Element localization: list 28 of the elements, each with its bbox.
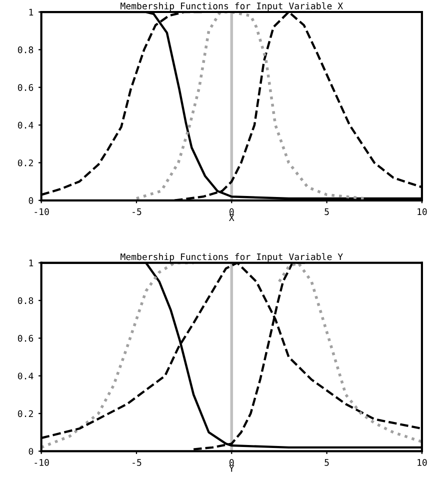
x-axis-title: Y xyxy=(229,465,234,472)
y-tick-label: 0.4 xyxy=(18,372,34,380)
x-tick-label: 5 xyxy=(324,208,329,216)
x-tick-label: -5 xyxy=(132,208,142,216)
y-tick-label: 1 xyxy=(29,8,34,16)
y-tick-label: 0.6 xyxy=(18,84,34,91)
x-tick-label: 0 xyxy=(230,208,234,216)
y-tick-label: 0.8 xyxy=(18,297,34,304)
x-tick-label: 5 xyxy=(324,459,329,466)
y-tick-label: 0.8 xyxy=(18,46,34,54)
y-tick-label: 0.6 xyxy=(18,334,34,342)
y-tick-label: 0.2 xyxy=(18,410,33,418)
line-series xyxy=(135,12,366,200)
y-tick-label: 0 xyxy=(28,197,34,204)
y-tick-label: 0 xyxy=(28,448,34,455)
x-tick-label: -10 xyxy=(34,459,49,466)
chart-title: Membership Functions for Input Variable Y xyxy=(120,253,343,262)
y-tick-label: 0.2 xyxy=(18,159,33,166)
x-tick-label: -5 xyxy=(132,459,142,466)
x-tick-label: 10 xyxy=(418,208,427,216)
y-tick-label: 0.4 xyxy=(18,122,34,129)
x-tick-label: -10 xyxy=(34,208,49,216)
line-series xyxy=(278,262,422,444)
x-tick-label: 10 xyxy=(418,459,427,466)
x-tick-label: 0 xyxy=(230,459,234,466)
x-axis-title: X xyxy=(229,214,234,221)
y-tick-label: 1 xyxy=(29,260,34,266)
chart-title: Membership Functions for Input Variable X xyxy=(120,2,343,12)
